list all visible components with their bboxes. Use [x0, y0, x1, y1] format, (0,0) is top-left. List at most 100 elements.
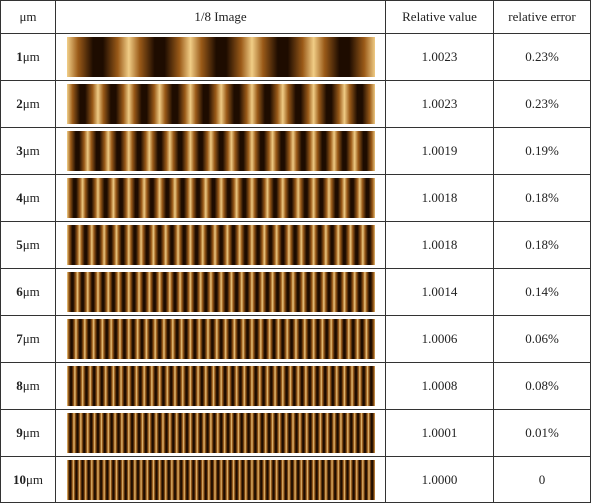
- grating-stripe: [152, 225, 166, 265]
- grating-stripe: [238, 459, 246, 500]
- grating-stripe: [251, 37, 314, 77]
- afm-grating-image: [66, 225, 375, 265]
- grating-stripe: [263, 459, 271, 500]
- grating-stripe: [165, 459, 172, 500]
- row-image-cell: [55, 409, 386, 457]
- grating-stripe: [121, 459, 129, 500]
- row-size-unit: μm: [25, 471, 44, 487]
- grating-stripe: [169, 413, 177, 453]
- header-size: μm: [0, 0, 56, 34]
- row-relative-value: 1.0018: [385, 221, 494, 269]
- grating-stripe: [202, 459, 209, 500]
- row-image-cell: [55, 33, 386, 81]
- grating-stripe: [339, 319, 349, 359]
- grating-stripe: [66, 459, 74, 500]
- grating-stripe: [174, 366, 183, 406]
- grating-stripe: [189, 37, 252, 77]
- grating-stripe: [182, 413, 191, 453]
- grating-stripe: [306, 413, 314, 453]
- grating-stripe: [220, 84, 252, 124]
- row-size-label: 6μm: [0, 268, 56, 316]
- row-relative-error: 0.14%: [493, 268, 591, 316]
- grating-stripe: [134, 413, 143, 453]
- grating-stripe: [368, 459, 375, 500]
- grating-stripe: [107, 413, 115, 453]
- table-row: 5μm 1.0018 0.18%: [0, 221, 591, 269]
- row-image-cell: [55, 221, 386, 269]
- grating-stripe: [274, 366, 283, 406]
- grating-stripe: [312, 37, 375, 77]
- grating-stripe: [292, 413, 300, 453]
- grating-stripe: [115, 459, 123, 500]
- grating-stripe: [91, 225, 104, 265]
- row-size-label: 5μm: [0, 221, 56, 269]
- grating-stripe: [242, 319, 252, 359]
- grating-stripe: [189, 225, 203, 265]
- row-relative-error: 0.18%: [493, 221, 591, 269]
- grating-stripe: [128, 272, 139, 312]
- grating-stripe: [189, 366, 198, 406]
- grating-stripe: [306, 459, 314, 500]
- grating-stripe: [269, 459, 277, 500]
- grating-stripe: [282, 459, 289, 500]
- row-size-unit: μm: [22, 237, 40, 252]
- afm-grating-image: [66, 459, 375, 500]
- grating-stripe: [251, 413, 259, 453]
- grating-stripe: [328, 366, 337, 406]
- grating-stripe: [78, 225, 92, 265]
- grating-stripe: [158, 272, 170, 312]
- grating-stripe: [353, 131, 375, 171]
- grating-stripe: [220, 459, 228, 500]
- grating-stripe: [210, 413, 218, 453]
- row-relative-value: 1.0018: [385, 174, 494, 222]
- grating-stripe: [138, 272, 150, 312]
- row-size-number: 5: [16, 237, 23, 252]
- grating-stripe: [103, 225, 117, 265]
- grating-stripe: [205, 366, 214, 406]
- row-size-label: 8μm: [0, 362, 56, 410]
- grating-stripe: [362, 225, 375, 265]
- grating-stripe: [275, 459, 283, 500]
- grating-stripe: [224, 319, 235, 359]
- grating-stripe: [189, 459, 197, 500]
- grating-stripe: [101, 319, 111, 359]
- header-relative-error: relative error: [493, 0, 591, 34]
- grating-stripe: [304, 319, 314, 359]
- afm-grating-image: [66, 319, 375, 359]
- grating-stripe: [112, 178, 129, 218]
- table-row: 4μm 1.0018 0.18%: [0, 174, 591, 222]
- grating-stripe: [143, 178, 160, 218]
- grating-stripe: [172, 319, 182, 359]
- grating-stripe: [264, 413, 273, 453]
- grating-stripe: [169, 131, 191, 171]
- grating-stripe: [158, 459, 166, 500]
- grating-stripe: [112, 366, 121, 406]
- row-relative-value: 1.0019: [385, 127, 494, 175]
- grating-stripe: [148, 131, 170, 171]
- grating-stripe: [277, 319, 287, 359]
- grating-stripe: [312, 225, 326, 265]
- grating-stripe: [128, 459, 135, 500]
- grating-stripe: [237, 413, 245, 453]
- grating-stripe: [145, 319, 155, 359]
- grating-stripe: [74, 366, 83, 406]
- grating-stripe: [312, 413, 321, 453]
- grating-stripe: [81, 366, 90, 406]
- afm-grating-image: [66, 272, 375, 312]
- grating-stripe: [297, 366, 306, 406]
- table-row: 9μm 1.0001 0.01%: [0, 409, 591, 457]
- grating-stripe: [66, 272, 78, 312]
- row-relative-value: 1.0023: [385, 80, 494, 128]
- grating-stripe: [195, 459, 203, 500]
- grating-stripe: [320, 366, 329, 406]
- grating-stripe: [266, 366, 275, 406]
- grating-stripe: [295, 319, 305, 359]
- grating-stripe: [305, 366, 314, 406]
- grating-stripe: [97, 366, 106, 406]
- table-row: 8μm 1.0008 0.08%: [0, 362, 591, 410]
- grating-stripe: [207, 319, 217, 359]
- grating-stripe: [158, 178, 175, 218]
- grating-stripe: [323, 272, 334, 312]
- grating-stripe: [282, 178, 298, 218]
- grating-stripe: [328, 178, 345, 218]
